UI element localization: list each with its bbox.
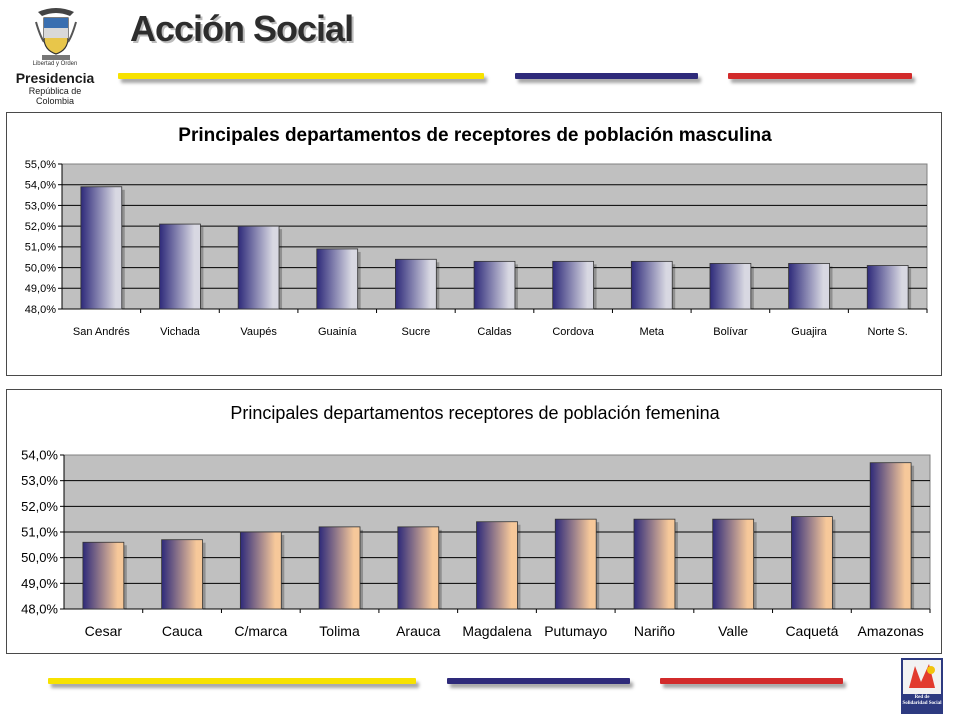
bar-c-marca [239,531,282,610]
bar-valle [712,518,755,610]
x-category-label: Guajira [791,326,827,338]
male-chart-panel: Principales departamentos de receptores … [6,112,942,376]
bar-nari-o [633,518,676,610]
female-chart: Principales departamentos receptores de … [21,403,931,639]
x-category-label: Vichada [160,326,200,338]
bar-tolima [318,526,361,610]
bar-guain-a [316,248,359,310]
presidencia-logo: Libertad y Orden Presidencia República d… [10,6,100,106]
bar-amazonas [869,462,912,610]
bottom-red-bar [660,678,843,684]
y-tick-label: 50,0% [21,550,58,565]
y-tick-label: 48,0% [25,304,56,316]
presidencia-label: Presidencia [15,70,95,86]
x-category-label: Tolima [319,623,360,639]
x-category-label: Norte S. [868,326,908,338]
x-category-label: Arauca [396,623,441,639]
x-category-label: C/marca [234,623,287,639]
x-category-label: Vaupés [240,326,277,338]
bar-caldas [473,260,516,310]
top-red-bar [728,73,912,79]
bar-cesar [82,541,125,610]
republica-label: República de Colombia [28,86,82,106]
y-tick-label: 52,0% [21,499,58,514]
x-category-label: Amazonas [858,623,924,639]
bar-caquet- [791,516,833,610]
bar-cauca [161,539,203,610]
x-category-label: Caldas [477,326,512,338]
x-category-label: Cordova [552,326,594,338]
x-category-label: Magdalena [462,623,531,639]
bar-meta [630,260,673,310]
red-solidaridad-text: Red de Solidaridad Social [902,695,942,706]
chart-title: Principales departamentos de receptores … [178,125,772,146]
y-tick-label: 51,0% [21,525,58,540]
bar-vaup-s [237,225,280,310]
bottom-blue-bar [447,678,630,684]
top-yellow-bar [118,73,484,79]
x-category-label: Cesar [85,623,123,639]
red-solidaridad-icon [901,658,943,714]
red-solidaridad-logo: Red de Solidaridad Social [901,658,943,714]
bar-norte-s- [866,265,909,310]
top-blue-bar [515,73,698,79]
y-tick-label: 54,0% [25,180,56,192]
bar-magdalena [476,521,518,610]
y-tick-label: 54,0% [21,448,58,463]
coat-of-arms-icon [35,8,77,60]
chart-title: Principales departamentos receptores de … [230,403,720,423]
x-category-label: Bolívar [713,326,748,338]
y-tick-label: 52,0% [25,221,56,233]
bar-putumayo [554,518,597,610]
x-category-label: Sucre [401,326,430,338]
y-tick-label: 53,0% [21,473,58,488]
x-category-label: Caquetá [785,623,838,639]
crest-motto: Libertad y Orden [32,61,78,67]
y-tick-label: 48,0% [21,602,58,617]
female-chart-panel: Principales departamentos receptores de … [6,389,942,654]
x-category-label: Meta [640,326,665,338]
y-tick-label: 53,0% [25,200,56,212]
bar-cordova [552,260,594,310]
x-category-label: Cauca [162,623,203,639]
x-category-label: San Andrés [73,326,130,338]
bar-vichada [159,223,201,310]
x-category-label: Guainía [318,326,357,338]
bar-guajira [788,263,830,310]
x-category-label: Putumayo [544,623,607,639]
y-tick-label: 55,0% [25,159,56,171]
y-tick-label: 51,0% [25,242,56,254]
bottom-yellow-bar [48,678,416,684]
bar-sucre [395,258,437,310]
bar-bol-var [709,263,752,310]
x-category-label: Nariño [634,623,675,639]
brand-title: Acción Social [130,8,354,49]
bar-san-andr-s [80,186,123,310]
y-tick-label: 50,0% [25,262,56,274]
bar-arauca [397,526,440,610]
x-category-label: Valle [718,623,748,639]
y-tick-label: 49,0% [25,283,56,295]
y-tick-label: 49,0% [21,576,58,591]
male-chart: Principales departamentos de receptores … [25,125,928,338]
